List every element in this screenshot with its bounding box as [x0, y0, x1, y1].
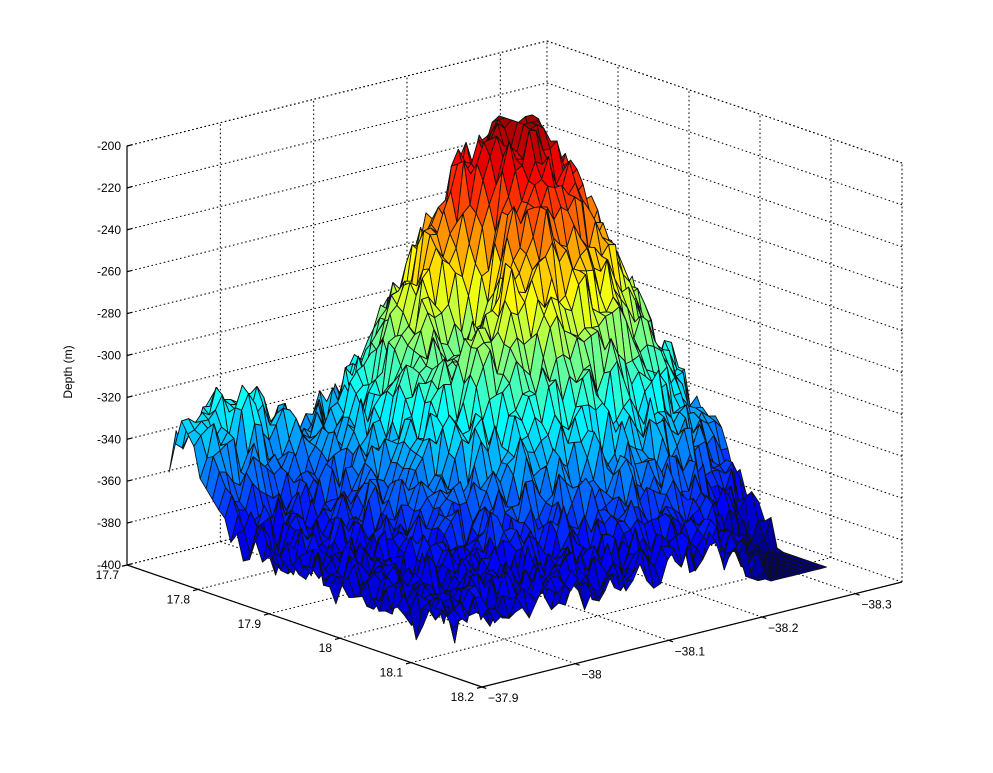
z-tick-mark — [126, 353, 133, 357]
x-tick-label: 17.8 — [167, 592, 191, 606]
gridline — [546, 40, 903, 164]
tick-labels: -200 -220 -240 -260 -280 -300 -320 -340 -360 -380… — [96, 139, 892, 705]
y-axis-line — [481, 581, 903, 688]
y-tick-mark — [855, 593, 860, 596]
gridline — [197, 483, 619, 590]
z-tick-mark — [126, 395, 133, 398]
z-tick-label: -400 — [97, 558, 121, 572]
z-tick-label: -380 — [97, 516, 121, 530]
gridline — [546, 40, 903, 164]
z-tick-label: -360 — [97, 474, 121, 488]
gridline — [126, 82, 548, 189]
gridline — [410, 557, 832, 664]
gridline — [126, 40, 548, 147]
gridline — [126, 124, 548, 231]
z-tick-label: -260 — [97, 265, 121, 279]
y-tick-mark — [575, 663, 580, 666]
y-tick-label: −38.3 — [861, 598, 892, 612]
z-tick-label: -200 — [97, 139, 121, 153]
y-tick-mark — [761, 616, 767, 620]
y-tick-label: −38 — [581, 668, 602, 682]
z-tick-mark — [126, 144, 133, 147]
gridline — [126, 166, 548, 273]
gridline — [268, 508, 690, 615]
z-tick-mark — [126, 563, 133, 566]
x-tick-label: 18.2 — [451, 690, 475, 704]
z-tick-label: -220 — [97, 181, 121, 195]
z-tick-mark — [126, 479, 133, 482]
y-tick-label: −38.1 — [675, 644, 706, 658]
y-tick-label: −37.9 — [488, 691, 519, 705]
x-axis-line — [126, 564, 483, 688]
x-tick-mark — [476, 686, 483, 689]
axes — [121, 144, 903, 690]
z-tick-mark — [126, 521, 133, 524]
x-tick-label: 18 — [319, 641, 333, 655]
y-tick-label: −38.2 — [768, 621, 799, 635]
y-tick-mark — [481, 686, 487, 690]
x-tick-label: 17.7 — [96, 568, 120, 582]
gridline — [126, 417, 548, 524]
z-tick-mark — [126, 269, 133, 273]
gridline — [126, 459, 548, 566]
gridline — [126, 208, 548, 315]
depth-surface — [168, 114, 827, 644]
x-tick-mark — [405, 662, 412, 665]
gridline — [546, 82, 903, 206]
z-tick-label: -320 — [97, 390, 121, 404]
z-tick-mark — [126, 311, 133, 315]
x-tick-mark — [263, 613, 270, 616]
gridline — [126, 40, 548, 147]
x-tick-mark — [334, 637, 341, 641]
x-tick-mark — [192, 588, 199, 592]
z-tick-mark — [126, 186, 133, 189]
x-tick-label: 18.1 — [380, 666, 404, 680]
z-tick-label: -300 — [97, 349, 121, 363]
gridline — [126, 250, 548, 356]
z-axis-label: Depth (m) — [61, 345, 75, 398]
z-tick-label: -340 — [97, 432, 121, 446]
z-tick-label: -240 — [97, 223, 121, 237]
z-tick-mark — [126, 227, 133, 231]
x-tick-label: 17.9 — [238, 617, 262, 631]
z-tick-label: -280 — [97, 307, 121, 321]
x-tick-mark — [121, 564, 128, 567]
y-tick-mark — [668, 639, 674, 643]
z-tick-mark — [126, 437, 133, 440]
surface-facet — [446, 608, 461, 630]
gridline — [126, 291, 548, 398]
